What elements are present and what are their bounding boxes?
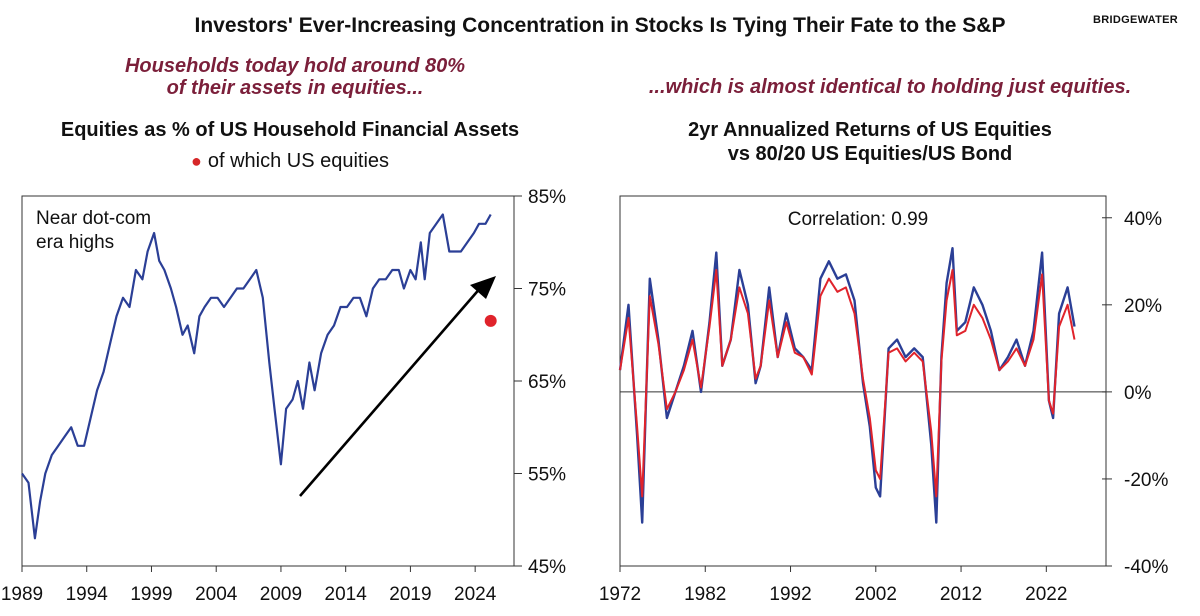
- x-tick-label: 1982: [684, 584, 726, 605]
- y-tick-label: 20%: [1124, 296, 1162, 317]
- correlation-annotation: Correlation: 0.99: [788, 209, 928, 230]
- legend-dot-icon: ●: [190, 151, 202, 171]
- y-tick-label: 65%: [528, 372, 566, 393]
- trend-arrow-shaft: [299, 285, 483, 497]
- main-title: Investors' Ever-Increasing Concentration…: [194, 14, 1006, 37]
- x-tick-label: 2012: [940, 584, 982, 605]
- x-tick-label: 1999: [130, 584, 172, 605]
- right-chart: -40% -20% 0% 20% 40% 1972 1982 1992 2002 2012 2022…: [599, 195, 1168, 605]
- y-tick-label: 40%: [1124, 209, 1162, 230]
- y-tick-label: -40%: [1124, 557, 1168, 578]
- x-tick-label: 2004: [195, 584, 238, 605]
- x-tick-label: 2014: [325, 584, 368, 605]
- plot-frame: [619, 195, 1107, 567]
- x-tick-label: 1992: [769, 584, 811, 605]
- x-tick-label: 1972: [599, 584, 641, 605]
- callout-left-line1: Households today hold around 80%: [124, 55, 466, 77]
- x-tick-label: 2024: [454, 584, 497, 605]
- trend-arrow-head-icon: [470, 276, 496, 299]
- y-tick-label: 55%: [528, 465, 566, 486]
- x-tick-label: 1994: [66, 584, 109, 605]
- y-tick-label: 45%: [528, 557, 566, 578]
- y-tick-label: 0%: [1124, 383, 1152, 404]
- callout-left-line2: of their assets in equities...: [166, 77, 424, 99]
- left-chart-title: Equities as % of US Household Financial …: [60, 119, 520, 141]
- x-tick-label: 2009: [260, 584, 302, 605]
- series-line-equities: [21, 213, 492, 540]
- annotation-line2: era highs: [36, 232, 114, 253]
- x-tick-label: 2022: [1025, 584, 1067, 605]
- legend-label: of which US equities: [207, 150, 390, 172]
- annotation-line1: Near dot-com: [36, 208, 151, 229]
- left-chart: 45% 55% 65% 75% 85% 1989 1994 1999 2004 2009 2014 2…: [1, 187, 566, 605]
- right-chart-title-line1: 2yr Annualized Returns of US Equities: [688, 119, 1052, 141]
- brand-logo: BRIDGEWATER: [1093, 14, 1178, 26]
- x-tick-label: 2019: [389, 584, 431, 605]
- y-tick-label: 85%: [528, 187, 566, 208]
- series-line-80-20: [619, 269, 1076, 498]
- x-tick-label: 1989: [1, 584, 43, 605]
- x-tick-label: 2002: [855, 584, 897, 605]
- callout-left: Households today hold around 80% of thei…: [100, 55, 490, 99]
- right-chart-title: 2yr Annualized Returns of US Equities vs…: [600, 118, 1140, 166]
- y-tick-label: 75%: [528, 280, 566, 301]
- us-equities-point: [484, 314, 497, 327]
- right-chart-title-line2: vs 80/20 US Equities/US Bond: [727, 143, 1013, 165]
- callout-right: ...which is almost identical to holding …: [648, 76, 1132, 98]
- left-chart-legend: ● of which US equities: [20, 150, 560, 173]
- y-tick-label: -20%: [1124, 470, 1168, 491]
